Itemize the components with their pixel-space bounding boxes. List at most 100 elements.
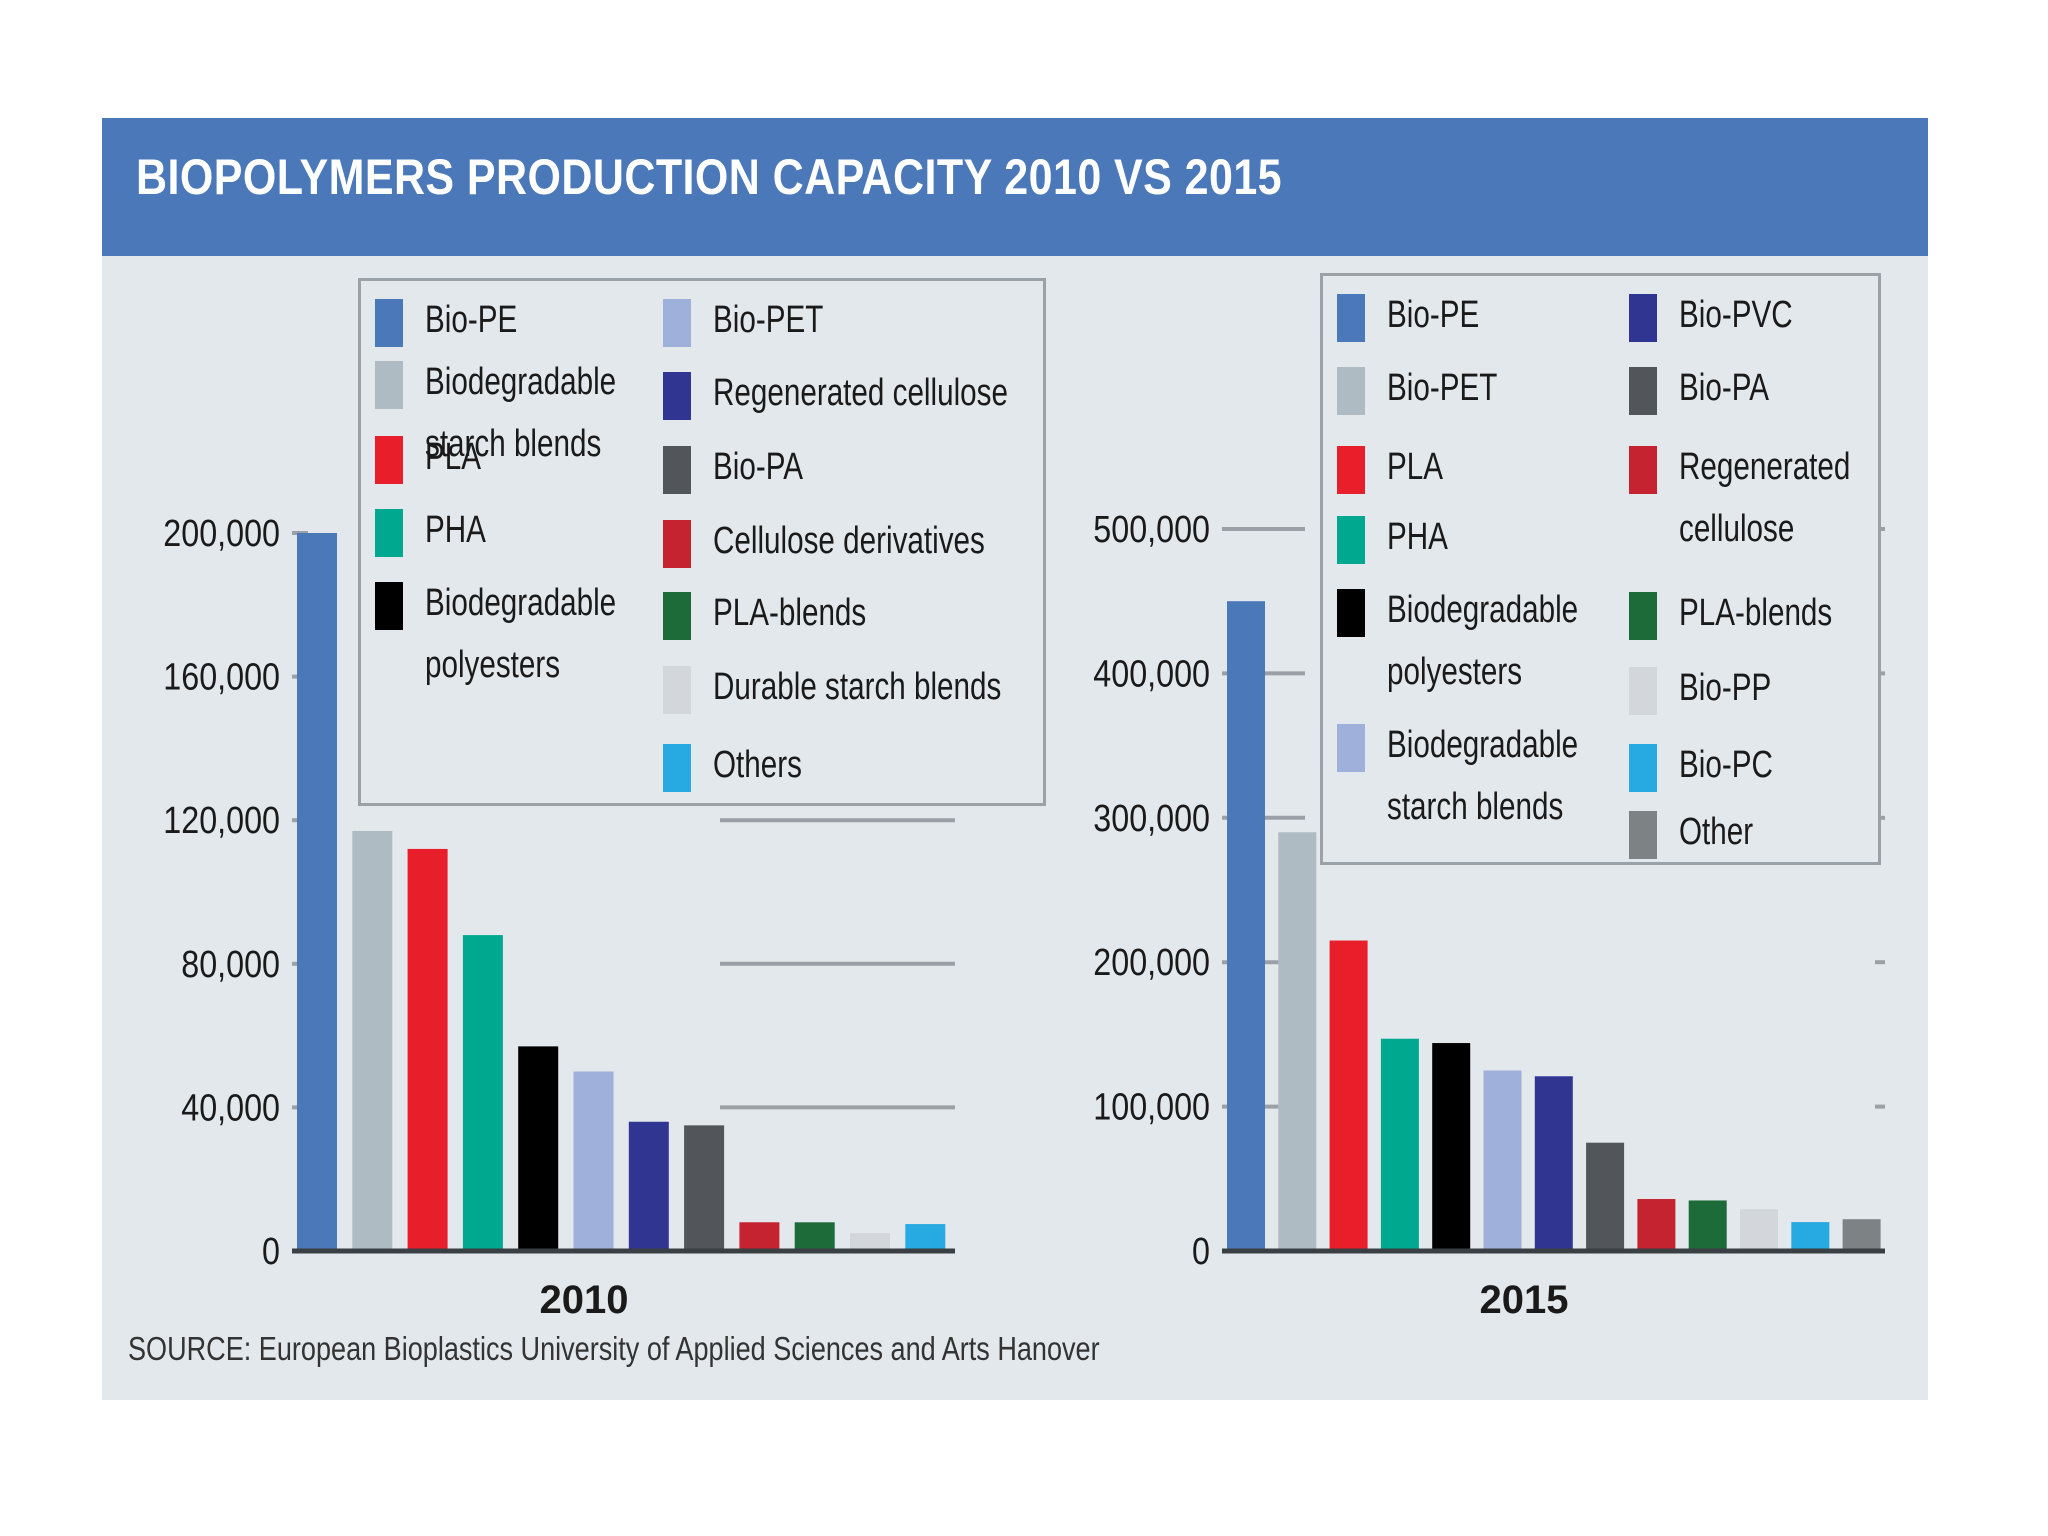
- legend-label-line: starch blends: [425, 423, 602, 465]
- legend-item: Other: [1629, 807, 1774, 863]
- legend-item: Biodegradable polyesters: [1337, 585, 1632, 703]
- legend-label-line: Bio-PET: [713, 299, 824, 341]
- legend-item: PLA-blends: [663, 588, 909, 644]
- legend-item: Bio-PVC: [1629, 290, 1825, 346]
- bar-pla-blends: [1688, 1200, 1727, 1251]
- bar-pha: [1380, 1038, 1419, 1251]
- legend-label: Bio-PP: [1679, 657, 1771, 719]
- legend-item: Bio-PET: [663, 295, 854, 351]
- legend-label: PLA: [1387, 436, 1443, 498]
- legend-swatch: [375, 299, 403, 347]
- legend-label-line: Biodegradable: [1387, 724, 1579, 766]
- bar-pla-blends: [794, 1222, 835, 1251]
- y-tick-label: 100,000: [1093, 1086, 1210, 1128]
- bar-pla: [407, 848, 448, 1251]
- legend-label-line: Bio-PET: [1387, 367, 1498, 409]
- y-tick-label: 0: [1192, 1231, 1210, 1273]
- legend-item: Bio-PC: [1629, 740, 1799, 796]
- legend-label-line: Regenerated: [1679, 446, 1851, 488]
- legend-swatch: [663, 666, 691, 714]
- legend-item: Biodegradable starch blends: [375, 357, 670, 475]
- legend-label: PHA: [1387, 506, 1448, 568]
- legend-swatch: [1337, 367, 1365, 415]
- bar-durable-starch-blends: [850, 1233, 890, 1251]
- bar-other: [1842, 1219, 1881, 1251]
- legend-label-line: Biodegradable: [425, 361, 617, 403]
- legend-label: Biodegradable polyesters: [425, 572, 616, 696]
- bar-biodegradable-starch-blends: [1483, 1070, 1522, 1251]
- legend-item: Regenerated cellulose: [663, 368, 1091, 424]
- legend-item: Bio-PE: [1337, 290, 1505, 346]
- legend-swatch: [375, 436, 403, 484]
- legend-label-line: PLA-blends: [713, 592, 867, 634]
- legend-label-line: cellulose: [1679, 508, 1795, 550]
- legend-label: Bio-PET: [713, 289, 823, 351]
- legend-item: PLA: [1337, 442, 1459, 498]
- legend-swatch: [1629, 811, 1657, 859]
- legend-label: Bio-PVC: [1679, 284, 1793, 346]
- bar-biodegradable-starch-blends: [352, 830, 393, 1251]
- bar-bio-pvc: [1534, 1076, 1573, 1251]
- bar-pha: [462, 935, 503, 1251]
- legend-swatch: [1629, 446, 1657, 494]
- legend-item: Cellulose derivatives: [663, 516, 1062, 572]
- legend-label-line: Durable starch blends: [713, 666, 1002, 708]
- bar-bio-pet: [1278, 832, 1317, 1251]
- legend-swatch: [663, 520, 691, 568]
- legend-label: PLA: [425, 426, 481, 488]
- legend-item: PLA: [375, 432, 497, 488]
- bar-bio-pet: [573, 1071, 614, 1251]
- bar-biodegradable-polyesters: [1432, 1043, 1471, 1251]
- legend-label-line: Bio-PC: [1679, 744, 1773, 786]
- legend-label-line: PLA: [425, 436, 482, 478]
- y-tick-label: 200,000: [163, 513, 280, 555]
- bar-regenerated-cellulose: [628, 1121, 669, 1251]
- legend-label: Durable starch blends: [713, 656, 1001, 718]
- legend-label-line: PLA: [1387, 446, 1444, 488]
- title-banner: BIOPOLYMERS PRODUCTION CAPACITY 2010 VS …: [102, 118, 1928, 256]
- legend-label-line: Regenerated cellulose: [713, 372, 1008, 414]
- legend-swatch: [1629, 367, 1657, 415]
- x-axis-label: 2010: [540, 1278, 629, 1322]
- legend-item: Durable starch blends: [663, 662, 1083, 718]
- bar-bio-pe: [297, 533, 337, 1251]
- bar-biodegradable-polyesters: [518, 1046, 559, 1251]
- legend-swatch: [663, 299, 691, 347]
- legend-label-line: PHA: [1387, 516, 1448, 558]
- legend-swatch: [1337, 446, 1365, 494]
- y-tick-label: 0: [262, 1231, 280, 1273]
- legend-label-line: PHA: [425, 509, 486, 551]
- bar-bio-pc: [1791, 1222, 1830, 1251]
- legend-item: Bio-PA: [663, 442, 828, 498]
- legend-label-line: Bio-PE: [1387, 294, 1480, 336]
- legend-label: PLA-blends: [1679, 582, 1832, 644]
- legend-2015: Bio-PE Bio-PET PLA PHA Biodegradable polyeste…: [1320, 273, 1881, 865]
- legend-item: Bio-PET: [1337, 363, 1528, 419]
- legend-label: Bio-PA: [713, 436, 803, 498]
- legend-swatch: [1629, 294, 1657, 342]
- legend-swatch: [663, 744, 691, 792]
- chart-title: BIOPOLYMERS PRODUCTION CAPACITY 2010 VS …: [136, 149, 1283, 205]
- legend-swatch: [375, 509, 403, 557]
- legend-label: Bio-PA: [1679, 357, 1769, 419]
- legend-label: Cellulose derivatives: [713, 510, 985, 572]
- legend-item: PHA: [375, 505, 503, 561]
- legend-label: Bio-PC: [1679, 734, 1773, 796]
- legend-label: Bio-PET: [1387, 357, 1497, 419]
- y-tick-label: 160,000: [163, 656, 280, 698]
- legend-label: PLA-blends: [713, 582, 866, 644]
- bar-bio-pa: [684, 1125, 725, 1251]
- legend-label: PHA: [425, 499, 486, 561]
- legend-swatch: [663, 372, 691, 420]
- legend-label-line: polyesters: [425, 644, 561, 686]
- legend-label: Bio-PE: [1387, 284, 1479, 346]
- legend-label-line: starch blends: [1387, 786, 1564, 828]
- legend-item: Regenerated cellulose: [1629, 442, 1899, 560]
- bar-regenerated-cellulose: [1637, 1199, 1676, 1251]
- y-tick-label: 200,000: [1093, 942, 1210, 984]
- legend-label: Bio-PE: [425, 289, 517, 351]
- bar-bio-pp: [1740, 1209, 1778, 1251]
- y-tick-label: 400,000: [1093, 653, 1210, 695]
- legend-label: Other: [1679, 801, 1753, 863]
